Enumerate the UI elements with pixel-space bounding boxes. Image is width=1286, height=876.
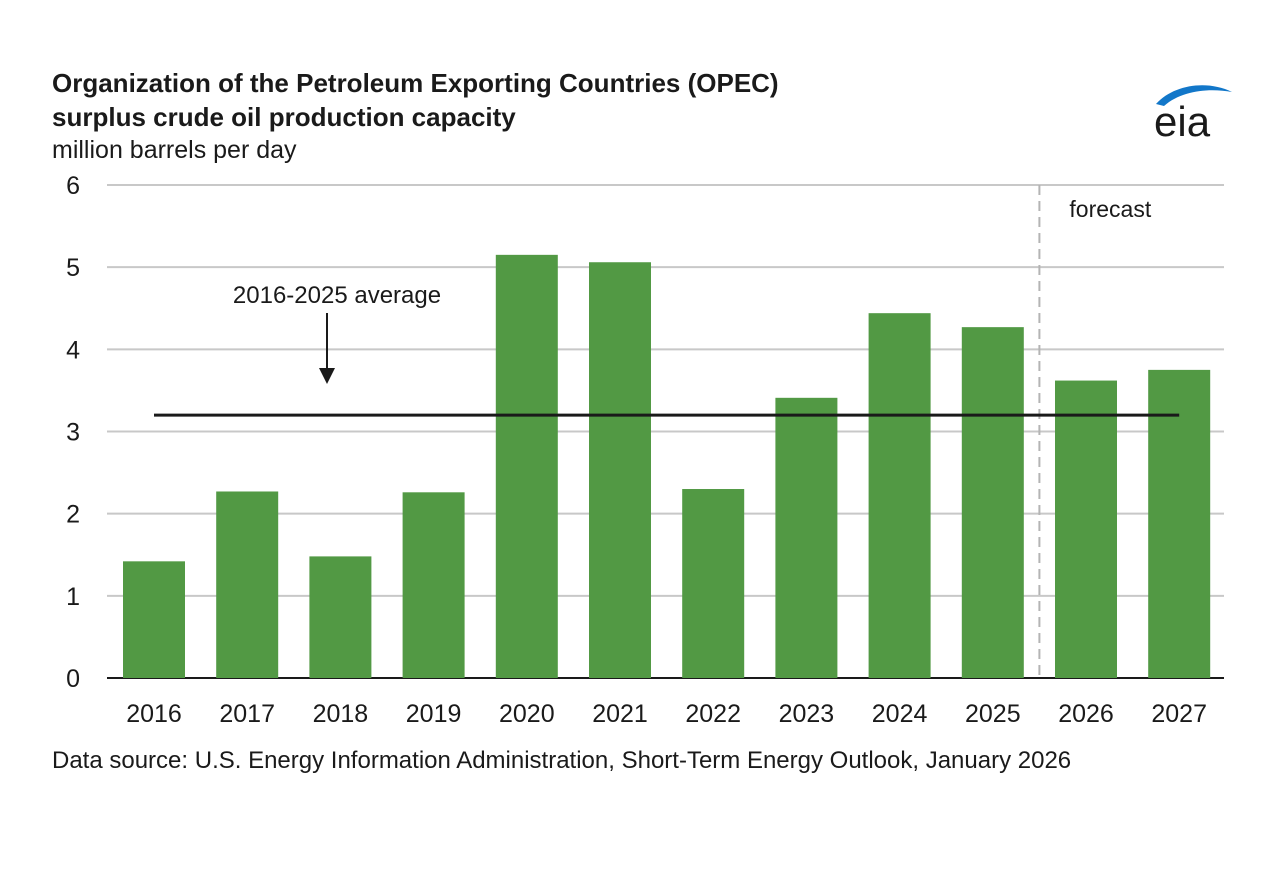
data-source-note: Data source: U.S. Energy Information Adm… <box>52 747 1072 774</box>
x-tick-label: 2025 <box>965 700 1021 728</box>
average-label: 2016-2025 average <box>233 282 441 309</box>
grid-lines <box>107 184 1224 679</box>
bars <box>123 254 1211 678</box>
bar-2017 <box>216 491 279 678</box>
y-tick-label: 0 <box>66 665 80 693</box>
eia-logo-swoosh <box>1156 85 1232 106</box>
x-tick-label: 2017 <box>219 700 275 728</box>
bar-2023 <box>775 397 838 678</box>
bar-2019 <box>402 492 465 678</box>
bar-2016 <box>123 561 185 678</box>
bar-2025 <box>961 327 1024 678</box>
y-tick-label: 3 <box>66 419 80 447</box>
eia-logo-text: eia <box>1154 98 1211 140</box>
chart-title: Organization of the Petroleum Exporting … <box>52 66 779 134</box>
x-tick-label: 2020 <box>499 700 555 728</box>
bar-2027 <box>1148 369 1211 678</box>
x-tick-label: 2018 <box>313 700 369 728</box>
y-tick-label: 1 <box>66 583 80 611</box>
annotations: forecast 2016-2025 average <box>154 185 1180 678</box>
chart-title-line1: Organization of the Petroleum Exporting … <box>52 68 779 98</box>
x-tick-label: 2019 <box>406 700 462 728</box>
bar-2024 <box>868 313 931 678</box>
x-tick-label: 2022 <box>685 700 741 728</box>
y-axis-units: million barrels per day <box>52 136 297 164</box>
y-tick-label: 5 <box>66 254 80 282</box>
bar-2026 <box>1055 380 1117 678</box>
average-arrow-head <box>319 368 335 384</box>
x-tick-label: 2024 <box>872 700 928 728</box>
bar-2018 <box>309 556 372 678</box>
x-tick-label: 2016 <box>126 700 182 728</box>
y-tick-label: 6 <box>66 172 80 200</box>
forecast-label: forecast <box>1069 196 1151 222</box>
x-tick-label: 2026 <box>1058 700 1114 728</box>
x-tick-label: 2021 <box>592 700 648 728</box>
x-axis-tick-labels: 2016 2017 2018 2019 2020 2021 2022 2023 2024 2025… <box>126 700 1207 728</box>
y-tick-label: 4 <box>66 336 80 364</box>
bar-2022 <box>682 489 745 678</box>
bar-2021 <box>589 262 651 678</box>
eia-logo-icon: eia <box>1154 85 1232 140</box>
chart-title-line2: surplus crude oil production capacity <box>52 102 516 132</box>
x-tick-label: 2027 <box>1151 700 1207 728</box>
x-tick-label: 2023 <box>779 700 835 728</box>
y-axis-tick-labels: 0 1 2 3 4 5 6 <box>66 172 80 693</box>
y-tick-label: 2 <box>66 501 80 529</box>
bar-2020 <box>495 254 558 678</box>
